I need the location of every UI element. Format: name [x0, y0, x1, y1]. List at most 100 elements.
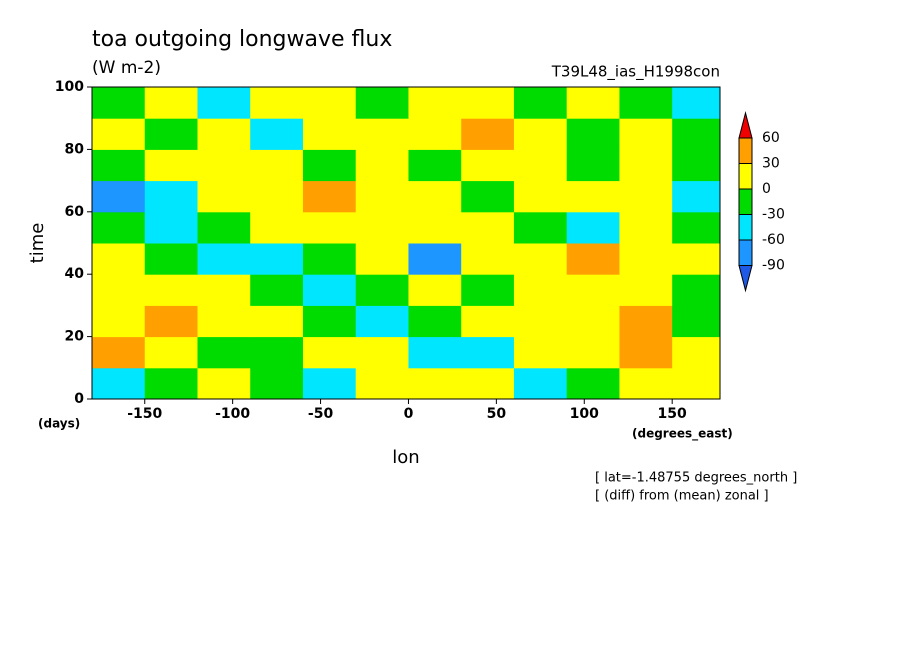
cell	[513, 87, 568, 119]
cell	[144, 118, 198, 150]
cell	[144, 180, 198, 213]
cell	[144, 305, 198, 338]
colorbar-box	[738, 137, 753, 164]
colorbar-label: 60	[762, 130, 780, 146]
cell	[92, 211, 146, 244]
cell	[619, 274, 673, 306]
colorbar-label: 0	[762, 181, 771, 197]
cell	[250, 367, 304, 399]
y-tick-label: 60	[65, 204, 85, 220]
cell	[619, 87, 673, 119]
cell	[144, 87, 198, 119]
cell	[513, 118, 568, 150]
cell	[566, 336, 620, 369]
cell	[513, 149, 568, 182]
cell	[461, 149, 515, 182]
cell	[672, 305, 720, 338]
cell	[144, 243, 198, 275]
cell	[672, 243, 720, 275]
cell	[250, 211, 304, 244]
cell	[566, 180, 620, 213]
cell	[355, 367, 409, 399]
x-tick-label: 150	[658, 406, 687, 422]
colorbar-label: -60	[762, 232, 785, 248]
y-axis-label: time	[27, 223, 48, 264]
cell	[461, 243, 515, 275]
cell	[197, 211, 251, 244]
colorbar-box	[738, 214, 753, 241]
cell	[355, 305, 409, 338]
cell	[250, 305, 304, 338]
cell	[250, 180, 304, 213]
cell	[513, 336, 568, 369]
cell	[408, 367, 462, 399]
chart-title: toa outgoing longwave flux	[92, 27, 392, 52]
cell	[672, 149, 720, 182]
cell	[355, 118, 409, 150]
colorbar-box	[738, 163, 753, 190]
experiment-label: T39L48_ias_H1998con	[551, 63, 720, 82]
cell	[144, 274, 198, 306]
cell	[461, 367, 515, 399]
cell	[197, 149, 251, 182]
cell	[513, 211, 568, 244]
y-tick-label: 0	[74, 391, 84, 407]
cell	[92, 118, 146, 150]
cell	[92, 305, 146, 338]
cell	[92, 180, 146, 213]
cell	[355, 87, 409, 119]
cell	[355, 149, 409, 182]
cell	[302, 336, 357, 369]
cell	[408, 243, 462, 275]
cell	[672, 336, 720, 369]
cell	[566, 149, 620, 182]
cell	[250, 274, 304, 306]
cell	[302, 180, 357, 213]
x-tick-label: 0	[404, 406, 414, 422]
cell	[672, 274, 720, 306]
cell	[619, 118, 673, 150]
x-tick-label: -150	[127, 406, 162, 422]
cell	[408, 180, 462, 213]
cell	[566, 367, 620, 399]
field	[92, 87, 720, 399]
cell	[566, 305, 620, 338]
cell	[144, 367, 198, 399]
plot-frame	[91, 86, 721, 400]
cell	[619, 211, 673, 244]
cell	[672, 367, 720, 399]
cell	[461, 274, 515, 306]
cell	[513, 367, 568, 399]
chart-subtitle: (W m-2)	[92, 58, 161, 78]
colorbar-box	[738, 239, 753, 266]
cell	[513, 274, 568, 306]
cell	[461, 118, 515, 150]
cell	[250, 87, 304, 119]
cell	[408, 274, 462, 306]
cell	[672, 87, 720, 119]
cell	[513, 305, 568, 338]
cell	[144, 336, 198, 369]
cell	[92, 243, 146, 275]
cell	[197, 180, 251, 213]
cell	[619, 149, 673, 182]
annotation: [ (diff) from (mean) zonal ]	[595, 489, 769, 504]
cell	[355, 336, 409, 369]
cell	[92, 149, 146, 182]
colorbar-triangle	[738, 111, 753, 139]
cell	[92, 367, 146, 399]
cell	[197, 274, 251, 306]
cell	[672, 118, 720, 150]
cell	[197, 305, 251, 338]
annotation: [ lat=-1.48755 degrees_north ]	[595, 471, 797, 486]
cell	[302, 87, 357, 119]
cell	[302, 211, 357, 244]
cell	[92, 336, 146, 369]
cell	[619, 367, 673, 399]
cell	[461, 87, 515, 119]
cell	[250, 118, 304, 150]
cell	[197, 87, 251, 119]
cell	[197, 118, 251, 150]
cell	[92, 274, 146, 306]
